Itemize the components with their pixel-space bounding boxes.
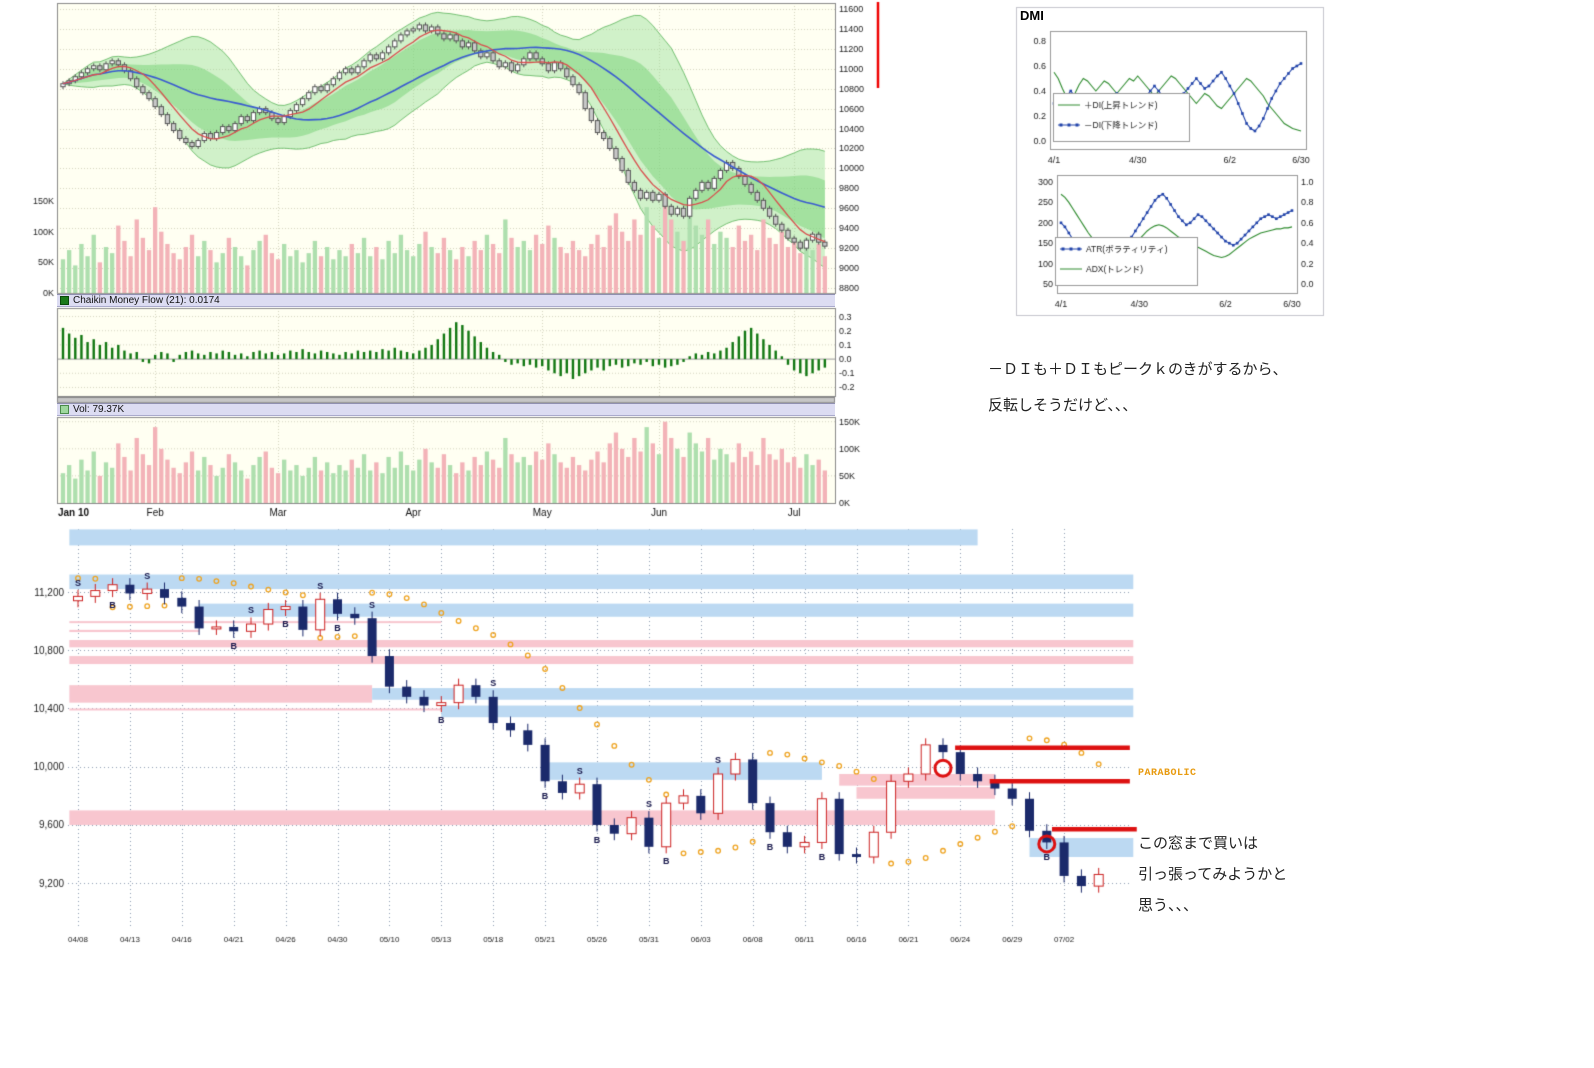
cmf-panel-title: Chaikin Money Flow (21): 0.0174: [73, 295, 220, 306]
dmi-note: －ＤＩも＋ＤＩもピークｋのきがするから、 反転しそうだけど、、、: [988, 352, 1288, 424]
bottom-note-line3: 思う、、、: [1138, 897, 1199, 914]
dmi-chart-canvas: [1005, 5, 1335, 325]
volume-panel-header: Vol: 79.37K: [57, 403, 835, 416]
cmf-legend-icon: [60, 296, 69, 305]
main-price-chart-canvas: [25, 0, 885, 520]
bottom-note-line1: この窓まで買いは: [1138, 835, 1259, 852]
dmi-chart-title: DMI: [1020, 8, 1044, 23]
volume-panel-title: Vol: 79.37K: [73, 404, 125, 415]
dmi-note-line1: －ＤＩも＋ＤＩもピークｋのきがするから、: [988, 361, 1288, 378]
bottom-note: この窓まで買いは 引っ張ってみようかと 思う、、、: [1138, 828, 1287, 921]
bottom-note-line2: 引っ張ってみようかと: [1138, 866, 1288, 883]
volume-legend-icon: [60, 405, 69, 414]
parabolic-label: PARABOLIC: [1138, 768, 1197, 779]
daily-detail-chart-canvas: [0, 525, 1360, 995]
cmf-panel-header: Chaikin Money Flow (21): 0.0174: [57, 294, 835, 307]
dmi-note-line2: 反転しそうだけど、、、: [988, 397, 1138, 414]
